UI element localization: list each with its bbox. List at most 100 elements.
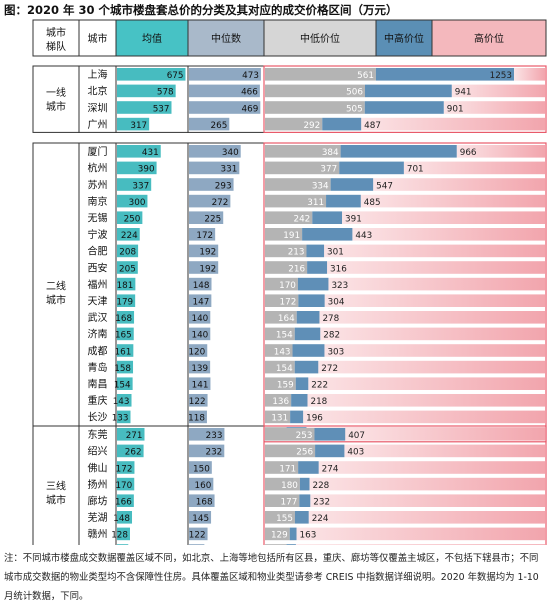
mean-value-label: 208 [119,248,136,258]
mean-bar [117,277,136,291]
city-label: 无锡 [88,212,108,225]
median-bar [189,161,240,175]
mid-low-value-label: 171 [279,464,296,474]
tier-cell [32,142,80,443]
mid-low-segment [265,244,307,258]
mid-high-value-label: 278 [322,314,339,324]
mean-value-label: 390 [138,165,155,175]
high-price-segment [443,101,545,114]
mid-high-value-label: 485 [364,198,381,208]
mean-value-label: 154 [114,381,131,391]
mean-value-label: 161 [115,347,132,357]
mid-low-value-label: 136 [272,397,289,407]
mean-value-label: 158 [114,364,131,374]
high-price-segment [352,228,545,241]
mid-high-segment [298,461,319,474]
price-range-frame [263,425,547,545]
median-value-label: 139 [191,364,208,374]
median-value-label: 466 [241,88,258,98]
city-label: 天津 [88,296,108,308]
mean-bar [117,494,134,507]
median-value-label: 118 [188,414,205,424]
mean-value-label: 170 [115,481,132,491]
mid-low-value-label: 164 [278,314,295,324]
high-price-segment [403,161,545,175]
median-bar [189,511,212,524]
mean-value-label: 172 [116,464,133,474]
mid-low-value-label: 131 [271,414,288,424]
mid-high-value-label: 274 [322,464,339,474]
mean-value-label: 250 [124,215,141,225]
mid-low-value-label: 505 [346,104,363,114]
mid-low-segment [265,84,365,98]
median-bar [189,178,234,191]
mid-low-value-label: 129 [271,531,288,541]
median-bar [189,344,208,357]
city-column-frame [78,425,117,545]
mid-low-value-label: 213 [288,248,305,258]
mid-high-segment [295,377,309,390]
mid-low-value-label: 384 [322,148,339,158]
mean-bar [117,244,139,258]
mid-high-segment [302,228,353,241]
mid-low-segment [265,360,295,374]
mean-value-label: 168 [115,314,132,324]
mean-value-label: 317 [130,121,147,131]
mid-high-segment [339,161,404,175]
mid-high-value-label: 547 [376,181,393,191]
high-price-segment [342,211,545,224]
mid-low-segment [265,511,295,524]
median-bar [189,461,212,474]
high-price-segment [308,377,545,390]
high-price-segment [324,244,545,258]
mid-low-segment [265,461,299,474]
mid-high-segment [299,494,311,507]
mid-high-value-label: 403 [347,448,364,458]
city-label: 合肥 [88,245,108,258]
mid-low-segment [265,145,341,158]
median-bar [189,311,211,324]
high-price-segment [303,410,545,424]
median-value-label: 122 [189,531,206,541]
high-price-segment [514,68,545,81]
high-price-segment [373,178,545,191]
mid-low-segment [265,394,292,407]
city-label: 广州 [88,119,108,131]
median-bar [189,428,225,441]
mid-high-segment [296,311,320,324]
mid-low-value-label: 242 [293,215,310,225]
mid-high-segment [292,344,325,357]
header-mid-low-cell [263,19,377,57]
mid-high-segment [286,544,296,545]
mean-bar [117,477,135,491]
mean-bar [117,178,152,191]
mean-value-label: 205 [119,264,136,274]
mid-high-value-label: 316 [330,264,347,274]
high-price-segment [320,327,545,341]
tier-label-line1: 三线 [46,479,66,492]
mid-high-segment [322,117,362,131]
mid-high-value-label: 391 [345,215,362,225]
city-label: 东莞 [88,428,108,441]
chart-title: 图：2020 年 30 个城市楼盘套总价的分类及其对应的成交价格区间（万元） [4,3,398,17]
mean-value-label: 337 [132,181,149,191]
mid-high-value-label: 443 [355,231,372,241]
city-label: 武汉 [88,311,108,324]
mean-bar [117,145,161,158]
high-price-segment [318,461,545,474]
mid-low-segment [265,261,308,274]
high-price-segment [310,494,545,507]
mid-high-segment [291,394,308,407]
median-value-label: 469 [242,104,259,114]
mid-high-segment [340,145,457,158]
mid-high-segment [290,410,304,424]
mid-low-value-label: 377 [320,165,337,175]
mean-bar [117,511,133,524]
mid-high-segment [364,101,444,114]
mean-bar [117,377,133,390]
city-label: 扬州 [88,478,108,491]
median-bar [189,211,224,224]
